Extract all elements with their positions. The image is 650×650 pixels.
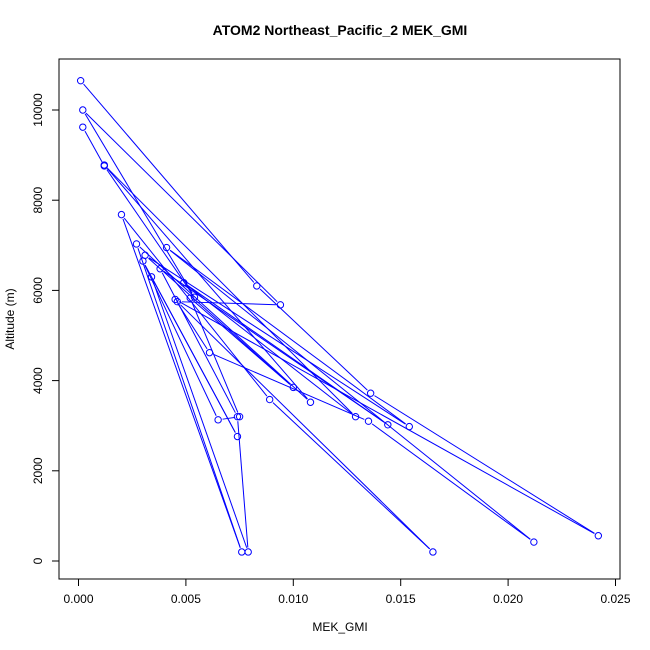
data-point (132, 240, 141, 248)
data-point (186, 294, 194, 302)
data-point (162, 243, 171, 252)
data-point (100, 162, 108, 170)
y-tick-label: 2000 (31, 457, 45, 484)
series-line-segment (169, 249, 531, 540)
x-tick-label: 0.010 (278, 592, 308, 606)
data-point (244, 548, 252, 556)
series-line-segment (259, 288, 368, 391)
y-axis: 0 2000 4000 6000 8000 10000 (31, 93, 60, 564)
series-line-segment (374, 395, 595, 534)
data-point (233, 412, 242, 421)
data-point (117, 210, 126, 219)
data-point (530, 538, 538, 546)
x-tick-label: 0.000 (63, 592, 93, 606)
series-line-segment (84, 130, 103, 163)
chart-title: ATOM2 Northeast_Pacific_2 MEK_GMI (213, 22, 468, 38)
x-axis: 0.000 0.005 0.010 0.015 0.020 0.025 (63, 578, 631, 606)
data-point (205, 348, 214, 357)
series-line-segment (181, 301, 276, 306)
series-line-segment (187, 284, 385, 423)
series-line-segment (186, 285, 353, 415)
x-axis-label: MEK_GMI (312, 620, 367, 634)
data-point (238, 548, 246, 556)
y-tick-label: 8000 (31, 187, 45, 214)
series-line-segment (213, 353, 365, 420)
series-line-segment (222, 416, 236, 420)
series-line-segment (139, 246, 308, 400)
data-point (214, 416, 222, 424)
data-point (156, 265, 164, 273)
series-line-segment (193, 300, 291, 385)
data-point (171, 295, 179, 304)
series-line-segment (169, 249, 406, 425)
series-line-segment (191, 302, 239, 413)
data-point (364, 417, 373, 425)
data-series (76, 76, 603, 556)
series-line-segment (85, 112, 278, 303)
y-tick-label: 4000 (31, 367, 45, 394)
series-line-segment (153, 280, 236, 433)
series-line-segment (84, 113, 193, 294)
data-point (173, 297, 182, 306)
y-axis-label: Altitude (m) (3, 288, 17, 349)
series-line-segment (107, 167, 353, 414)
data-point (351, 412, 360, 421)
series-line-segment (371, 423, 531, 540)
series-line-segment (272, 402, 430, 550)
data-point (276, 301, 285, 309)
series-line-segment (237, 421, 249, 548)
data-point (366, 389, 375, 397)
y-tick-label: 0 (31, 557, 45, 564)
data-point (79, 123, 87, 131)
series-line-segment (148, 257, 406, 425)
series-line-segment (106, 169, 193, 294)
x-tick-label: 0.015 (386, 592, 416, 606)
data-point (180, 279, 188, 287)
series-line-segment (106, 168, 308, 400)
data-point (253, 282, 261, 290)
data-point (76, 76, 85, 85)
data-point (235, 412, 244, 421)
data-point (147, 273, 156, 281)
data-point (384, 421, 392, 429)
data-point (289, 383, 297, 392)
series-line-segment (83, 83, 255, 283)
x-tick-label: 0.020 (493, 592, 523, 606)
series-line-segment (137, 248, 241, 548)
y-tick-label: 6000 (31, 277, 45, 304)
data-point (429, 548, 437, 556)
data-point (190, 293, 199, 301)
data-point (233, 432, 242, 441)
data-point (265, 395, 274, 404)
x-tick-label: 0.025 (600, 592, 630, 606)
series-line-segment (178, 301, 595, 534)
x-tick-label: 0.005 (171, 592, 201, 606)
series-line-segment (122, 218, 241, 548)
data-point (306, 398, 315, 406)
series-line-segment (148, 257, 291, 385)
data-point (79, 106, 87, 114)
y-tick-label: 10000 (31, 93, 45, 127)
data-point (594, 532, 603, 540)
series-line-segment (152, 280, 248, 548)
series-line-segment (180, 304, 431, 550)
data-point (405, 422, 413, 431)
data-point (139, 257, 147, 265)
